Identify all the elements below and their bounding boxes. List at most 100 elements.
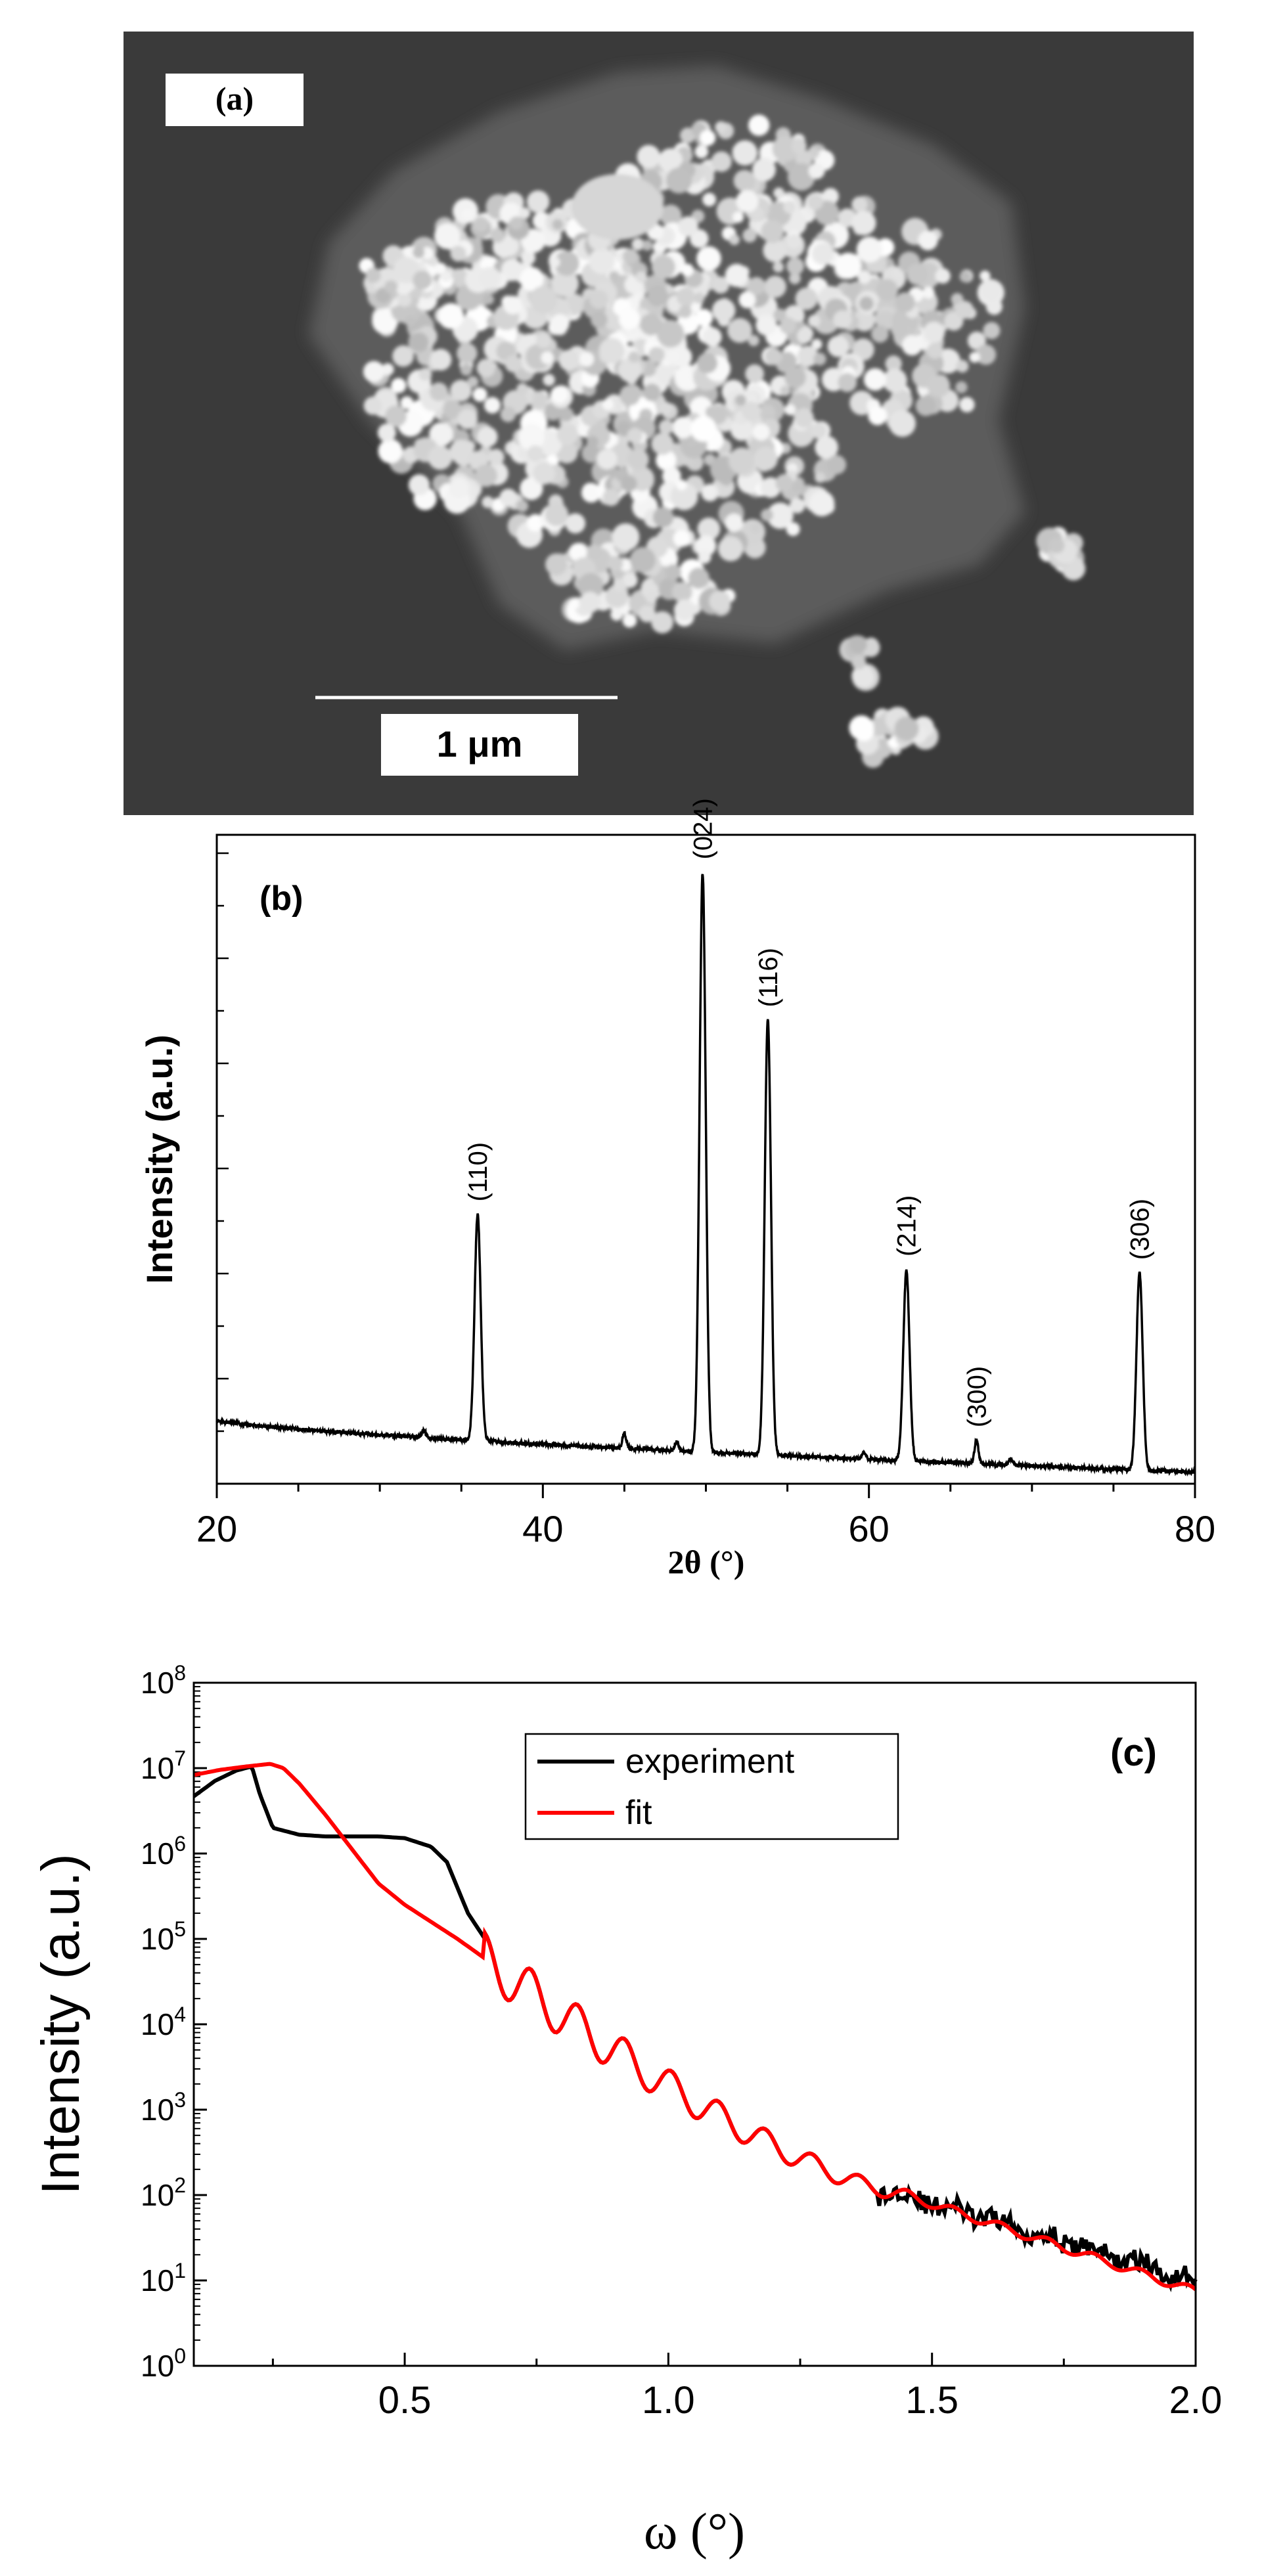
particle bbox=[429, 422, 453, 447]
c-y-tick-label: 104 bbox=[141, 2003, 186, 2041]
particle bbox=[579, 591, 601, 613]
b-peak-label: (306) bbox=[1126, 1199, 1155, 1260]
particle bbox=[467, 376, 479, 388]
particle bbox=[597, 449, 618, 470]
particle bbox=[901, 335, 922, 356]
particle bbox=[632, 499, 647, 515]
particle bbox=[703, 485, 715, 498]
c-y-tick-label: 102 bbox=[141, 2173, 186, 2212]
particle bbox=[894, 716, 919, 741]
experiment-line bbox=[192, 1764, 1198, 2292]
particle bbox=[665, 564, 682, 581]
particle bbox=[581, 483, 601, 503]
particle bbox=[752, 158, 776, 182]
particle bbox=[474, 464, 497, 487]
c-y-tick-label: 101 bbox=[141, 2259, 186, 2298]
particle bbox=[679, 305, 692, 319]
c-y-tick-label: 105 bbox=[141, 1917, 186, 1956]
particle bbox=[811, 339, 823, 350]
c-y-axis-label: Intensity (a.u.) bbox=[31, 1854, 91, 2195]
particle bbox=[665, 349, 681, 365]
particle bbox=[568, 598, 579, 610]
particle bbox=[551, 314, 570, 333]
particle bbox=[656, 320, 685, 347]
particle bbox=[665, 167, 692, 194]
particle bbox=[652, 506, 674, 528]
particle bbox=[449, 477, 470, 499]
particle bbox=[622, 248, 639, 265]
particle bbox=[378, 439, 403, 464]
particle bbox=[851, 665, 874, 687]
particle bbox=[587, 435, 599, 448]
particle bbox=[622, 572, 638, 588]
b-x-tick-label: 80 bbox=[1175, 1508, 1215, 1549]
c-x-tick-label: 2.0 bbox=[1169, 2379, 1223, 2422]
particle bbox=[725, 263, 748, 287]
b-x-axis-label: 2θ (°) bbox=[668, 1543, 745, 1580]
particle bbox=[581, 443, 601, 463]
particle bbox=[851, 196, 868, 213]
particle bbox=[482, 496, 494, 508]
particle bbox=[807, 315, 821, 328]
particle bbox=[659, 401, 673, 416]
particle bbox=[868, 406, 888, 426]
particle bbox=[709, 590, 731, 612]
particle bbox=[772, 135, 799, 162]
particle bbox=[639, 605, 656, 623]
particle bbox=[516, 383, 528, 395]
particle bbox=[833, 310, 852, 329]
particle bbox=[393, 257, 420, 284]
particle bbox=[385, 405, 407, 428]
panel-a-micrograph: (a) 1 μm bbox=[124, 32, 1194, 815]
particle bbox=[662, 466, 681, 485]
particle bbox=[602, 398, 614, 411]
particle bbox=[505, 355, 522, 373]
particle bbox=[460, 364, 472, 376]
particle bbox=[635, 271, 647, 283]
scale-bar-box bbox=[381, 714, 578, 776]
particle bbox=[530, 286, 557, 313]
particle bbox=[745, 364, 764, 384]
particle bbox=[761, 508, 773, 522]
particle bbox=[640, 313, 662, 336]
particle bbox=[434, 223, 461, 250]
particle bbox=[789, 272, 801, 284]
particle bbox=[690, 416, 717, 442]
particle bbox=[795, 150, 813, 167]
c-legend: experiment fit bbox=[524, 1733, 899, 1840]
particle bbox=[732, 140, 758, 166]
particle bbox=[955, 381, 968, 393]
b-minor-ticks bbox=[217, 852, 229, 1432]
b-peak-label: (214) bbox=[893, 1195, 922, 1256]
particle bbox=[698, 550, 711, 564]
fit-line bbox=[193, 1762, 1197, 2292]
particle bbox=[392, 345, 414, 367]
c-x-tick-label: 0.5 bbox=[378, 2379, 432, 2422]
particle bbox=[618, 358, 642, 382]
particle bbox=[418, 367, 432, 381]
particle bbox=[642, 384, 661, 401]
particle bbox=[786, 234, 801, 249]
particle bbox=[851, 210, 876, 236]
b-axes-frame bbox=[215, 833, 1196, 1485]
particle bbox=[660, 204, 682, 227]
particle bbox=[1048, 537, 1065, 554]
particle bbox=[809, 490, 835, 517]
particle bbox=[656, 450, 677, 471]
particle bbox=[428, 445, 453, 470]
particle bbox=[955, 301, 974, 319]
particle bbox=[556, 423, 579, 445]
particle bbox=[733, 169, 755, 192]
b-x-tick-label: 20 bbox=[196, 1508, 237, 1549]
particle bbox=[906, 263, 928, 286]
particle bbox=[882, 368, 907, 393]
particle bbox=[591, 311, 608, 328]
b-x-ticks: 20 40 60 80 bbox=[196, 1484, 1215, 1549]
particle bbox=[449, 380, 472, 402]
particle bbox=[520, 250, 536, 265]
particle bbox=[577, 573, 604, 599]
c-x-axis-label: ω (°) bbox=[644, 2502, 745, 2560]
particle bbox=[372, 307, 398, 334]
particle bbox=[695, 535, 717, 556]
particle bbox=[520, 267, 544, 292]
